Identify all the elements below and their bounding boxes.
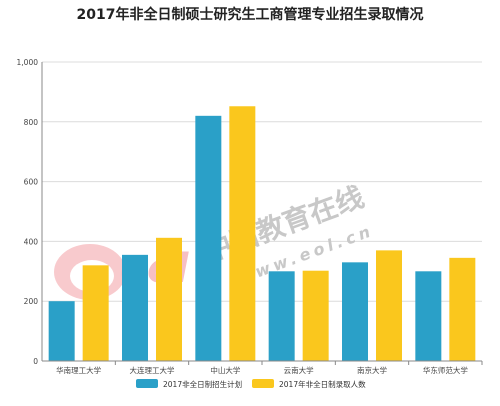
chart-title: 2017年非全日制硕士研究生工商管理专业招生录取情况 — [76, 7, 424, 23]
legend-swatch — [136, 379, 158, 388]
grid-lines — [42, 61, 482, 302]
bars — [48, 106, 476, 361]
x-tick-label: 大连理工大学 — [130, 365, 175, 375]
y-tick-label: 1,000 — [17, 58, 39, 67]
bar-admitted — [302, 270, 329, 361]
y-tick-label: 800 — [24, 118, 39, 127]
bar-admitted — [156, 237, 182, 361]
y-tick-label: 600 — [24, 178, 39, 187]
bar-admitted — [376, 250, 402, 361]
x-tick-label: 中山大学 — [210, 365, 240, 375]
bar-admitted — [229, 106, 256, 361]
legend-label: 2017非全日制招生计划 — [163, 379, 242, 389]
x-tick-label: 云南大学 — [284, 365, 314, 375]
bar-plan — [195, 115, 222, 361]
bar-plan — [48, 301, 75, 361]
axes: 0 200 400 600 800 1,000 华南理工大学 大连理工大学 中山大学 云南大学 南京… — [17, 58, 483, 375]
legend-swatch — [252, 379, 274, 388]
legend-label: 2017年非全日制录取人数 — [279, 379, 366, 389]
bar-plan — [342, 262, 368, 361]
bar-plan — [268, 271, 295, 361]
y-tick-label: 0 — [33, 357, 38, 366]
bar-plan — [122, 254, 148, 361]
x-tick-label: 华南理工大学 — [56, 365, 101, 375]
legend: 2017非全日制招生计划 2017年非全日制录取人数 — [136, 379, 366, 389]
bar-admitted — [449, 257, 476, 361]
bar-admitted — [82, 265, 109, 361]
x-tick-label: 南京大学 — [357, 365, 387, 375]
x-tick-label: 华东师范大学 — [423, 365, 468, 375]
y-tick-label: 200 — [24, 297, 39, 306]
y-tick-label: 400 — [24, 237, 39, 246]
bar-plan — [415, 271, 442, 361]
